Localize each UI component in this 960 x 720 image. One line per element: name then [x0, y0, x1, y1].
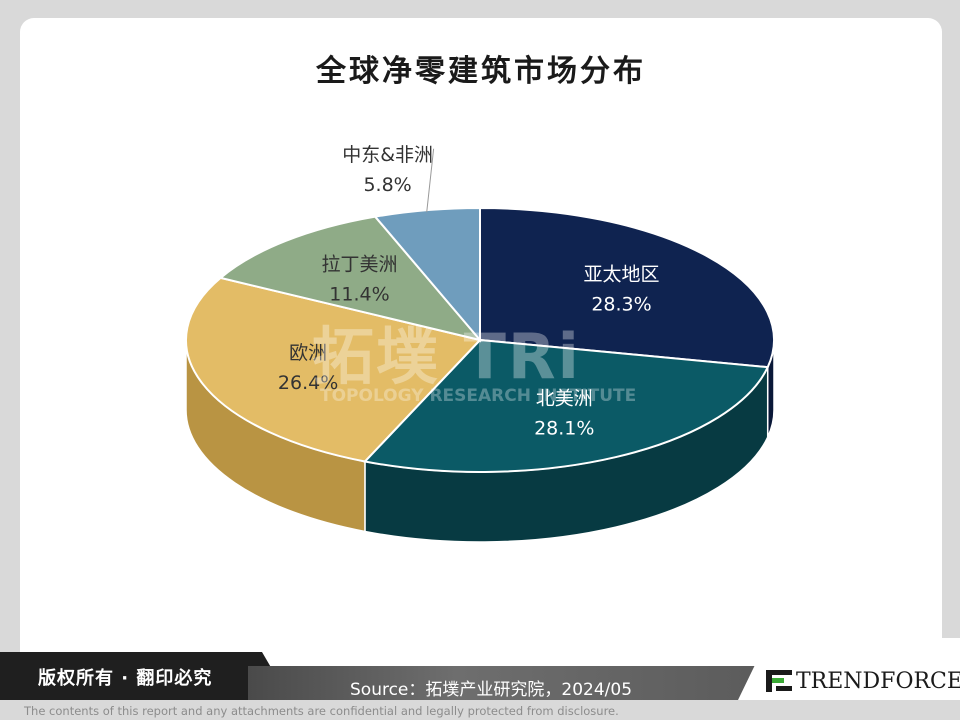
slice-label-1: 北美洲 [536, 388, 593, 410]
source-label: Source：拓墣产业研究院，2024/05 [350, 680, 633, 700]
slice-label-3: 拉丁美洲 [321, 254, 397, 276]
pie-slice-0 [479, 206, 775, 369]
slice-value-2: 26.4% [278, 372, 338, 394]
logo-panel [738, 638, 960, 700]
slice-label-0: 亚太地区 [584, 263, 660, 285]
leader-line-4 [426, 148, 435, 213]
slice-value-3: 11.4% [329, 284, 389, 306]
rights-banner [0, 652, 290, 700]
trendforce-logo-icon [766, 670, 792, 692]
slice-value-4: 5.8% [363, 174, 411, 196]
chart-title: 全球净零建筑市场分布 [316, 54, 646, 89]
slice-label-2: 欧洲 [289, 342, 327, 364]
rights-label: 版权所有 · 翻印必究 [38, 668, 213, 689]
disclaimer-text: The contents of this report and any atta… [24, 704, 619, 718]
pie-slice-3 [218, 215, 483, 342]
slice-value-1: 28.1% [534, 418, 594, 440]
pie-slice-1 [362, 338, 770, 473]
pie-top [185, 206, 775, 473]
slice-value-0: 28.3% [591, 293, 651, 315]
pie-slice-2 [185, 276, 482, 463]
source-strip [248, 666, 768, 700]
pie-labels: 亚太地区 28.3% 北美洲 28.1% 欧洲 26.4% 拉丁美洲 11.4% 中东&非洲 5.… [278, 144, 660, 440]
slice-label-4: 中东&非洲 [342, 144, 433, 166]
trendforce-logo-text: TRENDFORCE [796, 669, 960, 694]
